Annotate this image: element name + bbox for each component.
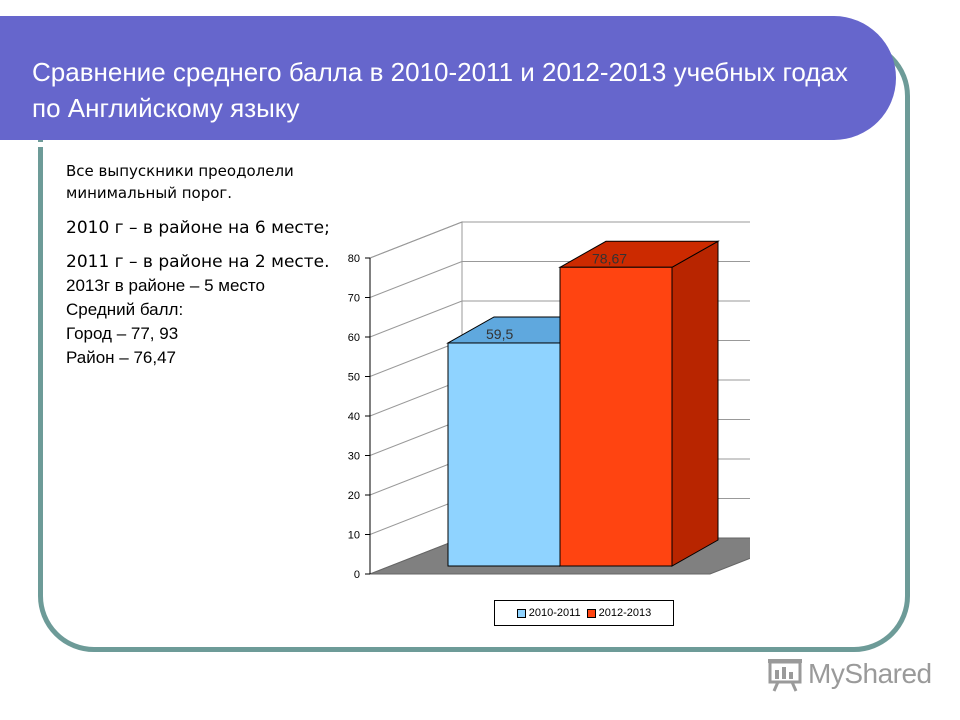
y-tick-label: 70 [348,293,360,305]
summary-line: Город – 77, 93 [66,324,179,343]
legend-label: 2012-2013 [598,607,652,619]
y-tick-label: 10 [348,530,360,542]
presentation-board-icon [768,659,802,692]
summary-lines: 2013г в районе – 5 место Средний балл: Г… [66,274,332,370]
y-tick-label: 50 [348,372,360,384]
legend-swatch [516,608,526,618]
summary-line: Средний балл: [66,300,184,319]
y-tick-label: 60 [348,332,360,344]
gridline-side [369,498,463,535]
gridline-side [369,340,463,377]
bar-side [671,240,719,567]
threshold-note: Все выпускники преодолели минимальный по… [66,162,294,202]
gridline-side [369,379,463,417]
gridline-side [369,261,463,298]
gridline-side [369,300,463,338]
gridline-side [369,458,463,496]
legend-label: 2010-2011 [528,607,581,619]
rank-2010: 2010 г – в районе на 6 месте; [66,218,330,238]
title-bar: Сравнение среднего балла в 2010-2011 и 2… [0,16,896,147]
bar-chart: 0 10 20 30 40 50 60 70 80 59,5 78,67 [348,221,750,581]
y-tick-label: 80 [348,253,360,265]
side-text: Все выпускники преодолели минимальный по… [66,160,332,370]
legend-swatch [586,608,596,618]
gridline-side [369,419,463,456]
chart-legend: 2010-2011 2012-2013 [494,600,674,626]
summary-line: Район – 76,47 [66,348,177,367]
data-label: 78,67 [592,250,627,266]
bar [559,266,673,567]
myshared-logo: MyShared [766,656,936,696]
y-tick-label: 40 [348,411,360,423]
y-tick-label: 20 [348,490,360,502]
y-tick-label: 30 [348,451,360,463]
logo-text: MyShared [808,658,932,689]
gridline-side [369,221,463,259]
data-label: 59,5 [486,326,513,342]
bar [447,342,561,567]
y-tick-label: 0 [354,569,360,581]
rank-2011: 2011 г – в районе на 2 месте. [66,252,330,272]
slide-title: Сравнение среднего балла в 2010-2011 и 2… [32,57,848,123]
legend-item: 2012-2013 [586,607,652,619]
title-underline [0,142,846,147]
legend-item: 2010-2011 [516,607,581,619]
summary-line: 2013г в районе – 5 место [66,276,265,295]
